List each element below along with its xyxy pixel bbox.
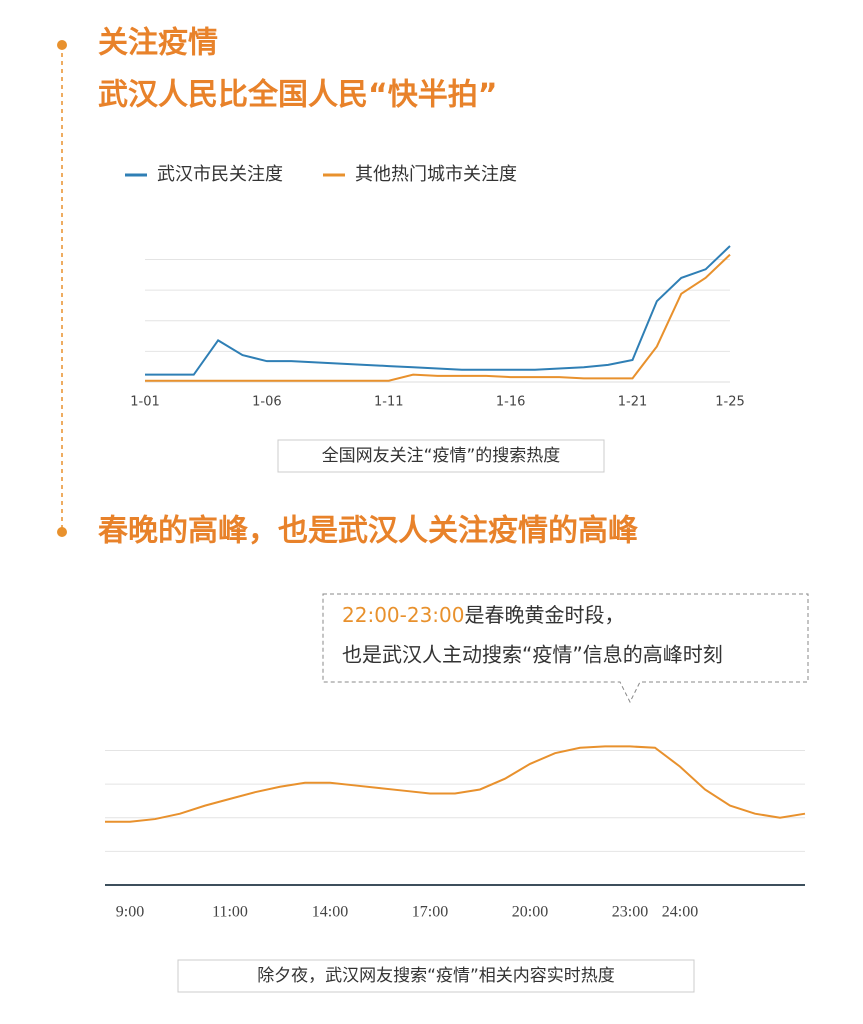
x-tick-label: 1-01 (130, 395, 160, 410)
data-line (105, 745, 806, 823)
timeline-dot (57, 40, 67, 50)
heading: 关注疫情 (98, 26, 218, 61)
data-line (145, 245, 731, 376)
x-tick-label: 9:00 (116, 904, 144, 921)
legend-label: 武汉市民关注度 (157, 164, 283, 185)
x-tick-label: 1-21 (618, 395, 648, 410)
data-line (145, 253, 731, 382)
caption-box (177, 959, 695, 993)
x-tick-label: 1-11 (374, 395, 404, 410)
heading: 春晚的高峰，也是武汉人关注疫情的高峰 (98, 514, 638, 549)
x-tick-label: 1-25 (715, 395, 745, 410)
x-tick-label: 17:00 (412, 904, 448, 921)
callout-box (322, 593, 809, 704)
legend-label: 其他热门城市关注度 (355, 164, 517, 185)
caption: 全国网友关注“疫情”的搜索热度 (322, 446, 561, 466)
x-tick-label: 1-06 (252, 395, 282, 410)
callout-highlight: 22:00-23:00 (342, 603, 465, 627)
callout-text: 22:00-23:00是春晚黄金时段， (342, 603, 625, 627)
x-tick-label: 24:00 (662, 904, 698, 921)
x-tick-label: 1-16 (496, 395, 526, 410)
x-tick-label: 14:00 (312, 904, 348, 921)
x-tick-label: 23:00 (612, 904, 648, 921)
x-tick-label: 20:00 (512, 904, 548, 921)
caption-box (277, 439, 605, 473)
callout-text: 也是武汉人主动搜索“疫情”信息的高峰时刻 (342, 643, 723, 667)
caption: 除夕夜，武汉网友搜索“疫情”相关内容实时热度 (257, 966, 615, 986)
timeline-dot (57, 527, 67, 537)
heading: 武汉人民比全国人民“快半拍” (98, 78, 497, 113)
x-tick-label: 11:00 (212, 904, 248, 921)
callout-text: 是春晚黄金时段， (465, 603, 625, 627)
